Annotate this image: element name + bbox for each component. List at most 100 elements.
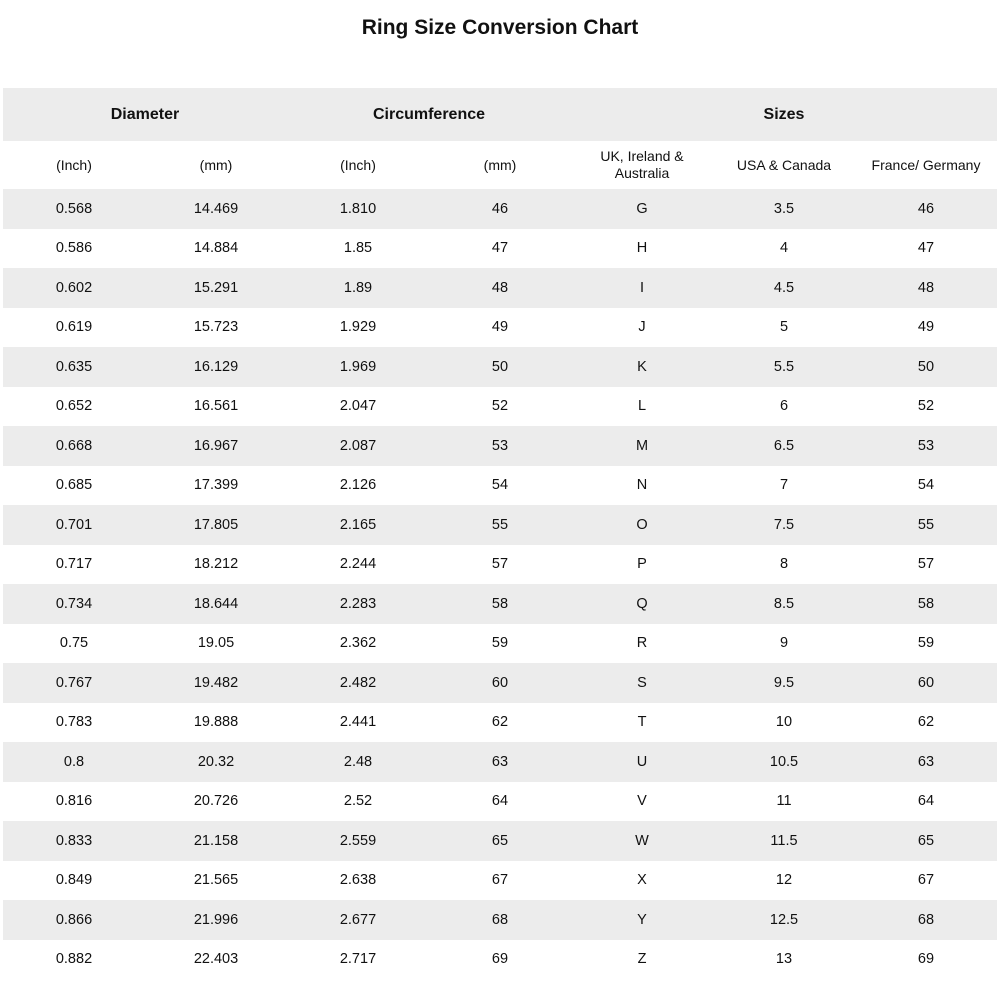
table-cell: 4 (779, 240, 789, 257)
table-cell: 50 (491, 358, 509, 375)
table-cell: 2.047 (339, 398, 377, 415)
table-cell: 60 (491, 674, 509, 691)
table-cell: 0.734 (55, 595, 93, 612)
table-cell: 47 (491, 240, 509, 257)
table-cell: 0.8 (63, 753, 85, 770)
table-cell: V (637, 793, 647, 810)
table-cell: 2.362 (339, 635, 377, 652)
table-cell: 6.5 (773, 437, 795, 454)
table-cell: 2.717 (339, 951, 377, 968)
table-cell: L (637, 398, 647, 415)
column-header: France/ Germany (855, 141, 997, 189)
table-cell: 2.52 (343, 793, 373, 810)
table-cell: S (637, 674, 647, 691)
ring-size-table: Diameter Circumference Sizes (Inch) (mm)… (3, 88, 997, 979)
table-cell: 60 (917, 674, 935, 691)
table-row: 0.849 21.565 2.638 67 X 12 67 (3, 861, 997, 901)
table-cell: 48 (491, 279, 509, 296)
table-cell: 69 (917, 951, 935, 968)
table-row: 0.602 15.291 1.89 48 I 4.5 48 (3, 268, 997, 308)
table-row: 0.882 22.403 2.717 69 Z 13 69 (3, 940, 997, 980)
table-cell: 1.85 (343, 240, 373, 257)
table-cell: 2.087 (339, 437, 377, 454)
table-cell: 64 (917, 793, 935, 810)
table-cell: 46 (917, 200, 935, 217)
table-cell: 46 (491, 200, 509, 217)
table-cell: 0.816 (55, 793, 93, 810)
table-cell: 17.805 (193, 516, 239, 533)
table-cell: W (635, 832, 649, 849)
table-cell: 10.5 (769, 753, 799, 770)
table-cell: 7.5 (773, 516, 795, 533)
table-cell: 9.5 (773, 674, 795, 691)
table-cell: 59 (491, 635, 509, 652)
table-cell: 58 (917, 595, 935, 612)
table-cell: 10 (775, 714, 793, 731)
table-cell: 54 (917, 477, 935, 494)
table-cell: 12.5 (769, 911, 799, 928)
table-cell: 65 (491, 832, 509, 849)
table-cell: 2.559 (339, 832, 377, 849)
table-cell: 0.602 (55, 279, 93, 296)
table-cell: 12 (775, 872, 793, 889)
table-cell: R (636, 635, 648, 652)
group-header-circumference: Circumference (287, 88, 571, 141)
table-cell: 21.565 (193, 872, 239, 889)
table-row: 0.619 15.723 1.929 49 J 5 49 (3, 308, 997, 348)
table-cell: 2.165 (339, 516, 377, 533)
table-cell: 8 (779, 556, 789, 573)
table-cell: 5.5 (773, 358, 795, 375)
table-cell: 2.482 (339, 674, 377, 691)
table-row: 0.586 14.884 1.85 47 H 4 47 (3, 229, 997, 269)
table-cell: 5 (779, 319, 789, 336)
table-cell: 17.399 (193, 477, 239, 494)
table-cell: 4.5 (773, 279, 795, 296)
table-cell: 68 (491, 911, 509, 928)
table-cell: 7 (779, 477, 789, 494)
table-cell: 0.783 (55, 714, 93, 731)
table-cell: K (637, 358, 647, 375)
table-cell: Z (637, 951, 647, 968)
table-row: 0.866 21.996 2.677 68 Y 12.5 68 (3, 900, 997, 940)
table-cell: 49 (917, 319, 935, 336)
table-cell: 63 (917, 753, 935, 770)
table-cell: 0.685 (55, 477, 93, 494)
table-cell: 0.652 (55, 398, 93, 415)
table-cell: 0.866 (55, 911, 93, 928)
table-cell: 20.32 (197, 753, 235, 770)
table-cell: 8.5 (773, 595, 795, 612)
table-row: 0.568 14.469 1.810 46 G 3.5 46 (3, 189, 997, 229)
table-cell: 58 (491, 595, 509, 612)
table-cell: I (639, 279, 645, 296)
table-row: 0.783 19.888 2.441 62 T 10 62 (3, 703, 997, 743)
table-cell: 20.726 (193, 793, 239, 810)
table-cell: 0.568 (55, 200, 93, 217)
table-cell: 15.291 (193, 279, 239, 296)
table-cell: 64 (491, 793, 509, 810)
table-cell: T (637, 714, 647, 731)
group-header-row: Diameter Circumference Sizes (3, 88, 997, 141)
table-cell: G (636, 200, 648, 217)
table-cell: 11.5 (770, 832, 798, 849)
table-cell: 11 (776, 793, 792, 810)
table-cell: 54 (491, 477, 509, 494)
column-header: (mm) (429, 141, 571, 189)
table-cell: 14.884 (193, 240, 239, 257)
table-cell: 55 (917, 516, 935, 533)
table-row: 0.701 17.805 2.165 55 O 7.5 55 (3, 505, 997, 545)
table-cell: 9 (779, 635, 789, 652)
table-cell: 2.283 (339, 595, 377, 612)
table-cell: N (636, 477, 648, 494)
table-cell: 67 (491, 872, 509, 889)
table-cell: 21.996 (193, 911, 239, 928)
table-cell: 2.244 (339, 556, 377, 573)
table-cell: J (638, 319, 646, 336)
table-cell: 49 (491, 319, 509, 336)
table-cell: 57 (491, 556, 509, 573)
table-cell: 53 (491, 437, 509, 454)
table-cell: 1.969 (339, 358, 377, 375)
table-row: 0.734 18.644 2.283 58 Q 8.5 58 (3, 584, 997, 624)
column-header: USA & Canada (713, 141, 855, 189)
table-cell: 1.89 (343, 279, 373, 296)
table-cell: 0.882 (55, 951, 93, 968)
